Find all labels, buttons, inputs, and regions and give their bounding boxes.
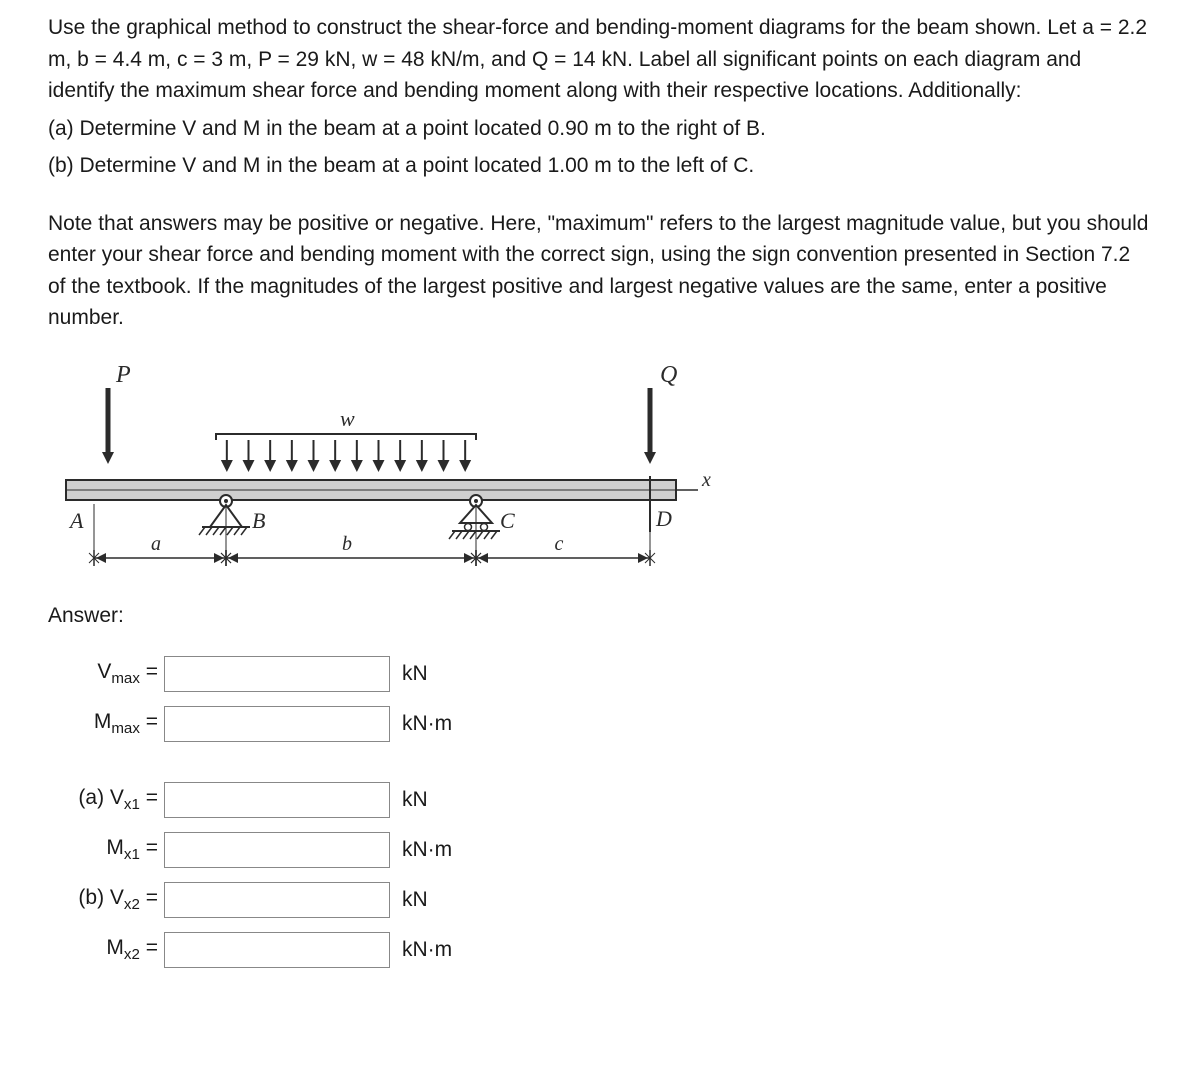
answer-input[interactable] [164, 656, 390, 692]
answer-row: Mx1 = kN·m [48, 832, 1152, 868]
answer-key-label: (b) Vx2 = [48, 886, 164, 913]
answer-input[interactable] [164, 782, 390, 818]
svg-text:a: a [151, 533, 161, 555]
svg-text:C: C [500, 508, 515, 533]
answer-input[interactable] [164, 882, 390, 918]
svg-text:w: w [340, 406, 355, 431]
svg-text:B: B [252, 508, 265, 533]
answer-input[interactable] [164, 832, 390, 868]
answer-row: (a) Vx1 = kN [48, 782, 1152, 818]
para-main: Use the graphical method to construct th… [48, 12, 1152, 107]
answer-row: Vmax = kN [48, 656, 1152, 692]
beam-diagram: x P Qw A B C Da b c [36, 354, 716, 594]
answer-unit: kN·m [390, 712, 452, 736]
answer-input[interactable] [164, 932, 390, 968]
answers-max-group: Vmax = kN Mmax = kN·m [48, 656, 1152, 742]
answer-unit: kN·m [390, 938, 452, 962]
svg-text:A: A [68, 508, 84, 533]
answer-key-label: Mmax = [48, 710, 164, 737]
answer-row: (b) Vx2 = kN [48, 882, 1152, 918]
para-b: (b) Determine V and M in the beam at a p… [48, 150, 1152, 182]
answer-section: Answer: Vmax = kN Mmax = kN·m (a) Vx1 = kN Mx… [48, 604, 1152, 968]
answer-row: Mx2 = kN·m [48, 932, 1152, 968]
svg-text:x: x [701, 469, 711, 491]
answer-unit: kN [390, 788, 428, 812]
answer-heading: Answer: [48, 604, 1152, 628]
answer-key-label: Mx1 = [48, 836, 164, 863]
answer-unit: kN [390, 662, 428, 686]
svg-text:b: b [342, 533, 352, 555]
answer-key-label: Vmax = [48, 660, 164, 687]
svg-text:Q: Q [660, 362, 677, 388]
answer-key-label: Mx2 = [48, 936, 164, 963]
svg-text:P: P [115, 362, 131, 388]
answer-key-label: (a) Vx1 = [48, 786, 164, 813]
svg-text:c: c [555, 533, 564, 555]
answer-unit: kN·m [390, 838, 452, 862]
para-a: (a) Determine V and M in the beam at a p… [48, 113, 1152, 145]
answers-parts-group: (a) Vx1 = kN Mx1 = kN·m (b) Vx2 = kN Mx2 = kN·m [48, 782, 1152, 968]
page: Use the graphical method to construct th… [0, 0, 1200, 1084]
answer-input[interactable] [164, 706, 390, 742]
problem-statement: Use the graphical method to construct th… [48, 12, 1152, 334]
answer-unit: kN [390, 888, 428, 912]
para-note: Note that answers may be positive or neg… [48, 208, 1152, 334]
svg-text:D: D [655, 506, 672, 531]
answer-row: Mmax = kN·m [48, 706, 1152, 742]
